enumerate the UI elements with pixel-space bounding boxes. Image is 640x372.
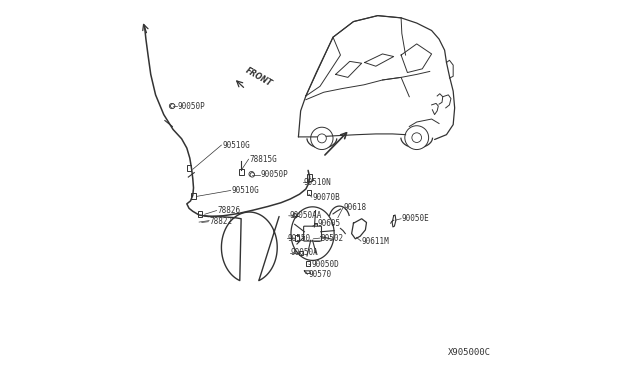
Polygon shape xyxy=(306,37,340,96)
Text: 90605: 90605 xyxy=(318,219,341,228)
Text: 90550: 90550 xyxy=(287,234,310,243)
Text: 90502: 90502 xyxy=(321,234,344,243)
Bar xyxy=(198,211,202,217)
Circle shape xyxy=(170,104,175,108)
Circle shape xyxy=(249,171,254,177)
Polygon shape xyxy=(401,44,431,73)
Bar xyxy=(306,261,310,266)
Text: 90510N: 90510N xyxy=(303,178,332,187)
Text: 90510G: 90510G xyxy=(222,141,250,150)
Circle shape xyxy=(310,127,333,150)
FancyBboxPatch shape xyxy=(303,226,321,241)
Polygon shape xyxy=(335,61,362,77)
Text: 90611M: 90611M xyxy=(362,237,389,246)
Circle shape xyxy=(317,134,326,143)
Text: 90050E: 90050E xyxy=(402,214,429,223)
Text: 78815G: 78815G xyxy=(250,155,277,164)
Bar xyxy=(191,193,196,199)
Text: 90070B: 90070B xyxy=(312,193,340,202)
Text: 90618: 90618 xyxy=(344,203,367,212)
Bar xyxy=(307,174,312,181)
Text: 90050A: 90050A xyxy=(291,248,319,257)
Text: 90050P: 90050P xyxy=(260,170,288,179)
Text: 78826: 78826 xyxy=(218,206,241,215)
Circle shape xyxy=(293,214,298,218)
Circle shape xyxy=(170,103,175,109)
Text: FRONT: FRONT xyxy=(244,66,273,89)
Text: 90050D: 90050D xyxy=(312,260,339,269)
Circle shape xyxy=(405,126,429,150)
Text: 90510G: 90510G xyxy=(232,186,259,195)
Bar xyxy=(294,235,299,241)
Bar xyxy=(314,235,319,241)
Bar xyxy=(187,165,191,171)
Circle shape xyxy=(250,173,255,177)
Text: 90050P: 90050P xyxy=(177,102,205,110)
Circle shape xyxy=(412,133,422,142)
Text: 90570: 90570 xyxy=(308,270,332,279)
Text: 90050AA: 90050AA xyxy=(289,211,322,220)
Bar xyxy=(239,169,244,175)
Bar xyxy=(314,223,317,227)
Bar xyxy=(307,190,310,195)
Polygon shape xyxy=(365,54,394,66)
Bar xyxy=(299,251,303,256)
Text: 78822: 78822 xyxy=(209,217,232,226)
Text: X905000C: X905000C xyxy=(448,348,491,357)
